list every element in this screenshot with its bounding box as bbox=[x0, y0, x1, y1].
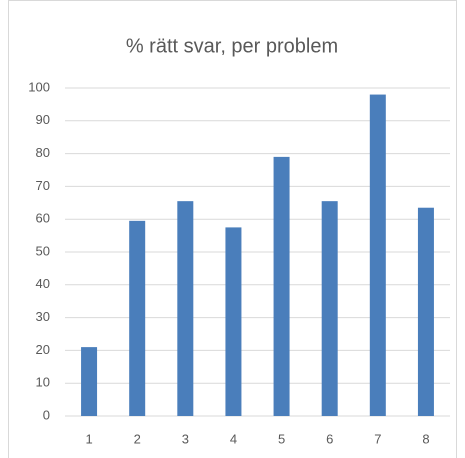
y-tick-label: 90 bbox=[36, 112, 50, 127]
x-tick-label: 7 bbox=[374, 431, 381, 446]
x-tick-label: 3 bbox=[182, 431, 189, 446]
bar bbox=[81, 347, 98, 416]
y-tick-label: 20 bbox=[36, 342, 50, 357]
y-tick-label: 40 bbox=[36, 276, 50, 291]
x-tick-label: 8 bbox=[422, 431, 429, 446]
x-tick-label: 5 bbox=[278, 431, 285, 446]
bar bbox=[369, 94, 386, 416]
x-tick-label: 4 bbox=[230, 431, 237, 446]
x-tick-label: 1 bbox=[85, 431, 92, 446]
y-tick-label: 10 bbox=[36, 375, 50, 390]
bar bbox=[273, 156, 290, 416]
bar bbox=[321, 201, 338, 416]
y-tick-label: 80 bbox=[36, 145, 50, 160]
bar bbox=[417, 207, 434, 416]
y-tick-label: 60 bbox=[36, 211, 50, 226]
y-tick-label: 70 bbox=[36, 178, 50, 193]
x-tick-label: 6 bbox=[326, 431, 333, 446]
y-tick-label: 0 bbox=[43, 407, 50, 422]
y-tick-label: 30 bbox=[36, 309, 50, 324]
x-tick-label: 2 bbox=[134, 431, 141, 446]
bar bbox=[177, 201, 194, 416]
y-tick-label: 50 bbox=[36, 243, 50, 258]
chart-title: % rätt svar, per problem bbox=[126, 35, 338, 57]
y-tick-label: 100 bbox=[28, 79, 50, 94]
bar bbox=[129, 220, 146, 416]
bar bbox=[225, 227, 242, 416]
